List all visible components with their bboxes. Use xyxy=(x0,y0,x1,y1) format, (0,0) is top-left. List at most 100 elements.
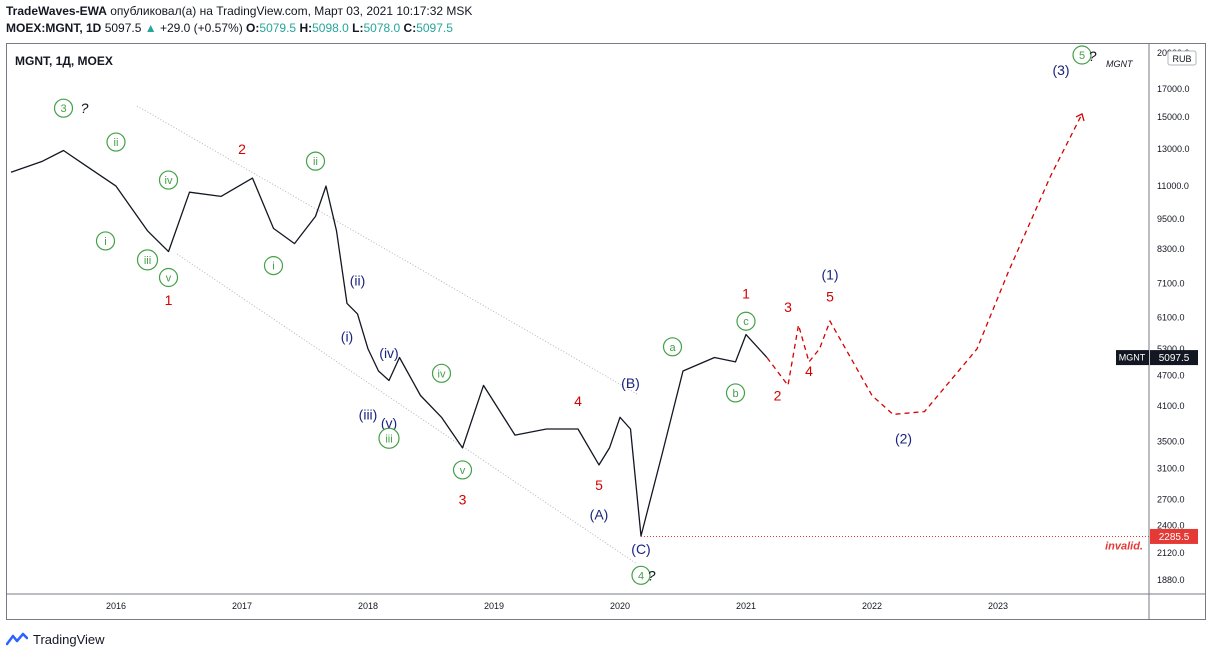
wave-label-text: iii xyxy=(144,255,151,267)
wave-label-text: 2 xyxy=(774,388,782,404)
wave-label-text: (A) xyxy=(590,507,609,523)
high-value: 5098.0 xyxy=(312,21,349,35)
last-price: 5097.5 xyxy=(104,21,142,35)
y-tick-label: 13000.0 xyxy=(1157,144,1190,154)
wave-label: 4 xyxy=(805,363,813,379)
wave-label: ? xyxy=(1089,48,1097,64)
ohlc-legend: MOEX:MGNT, 1D 5097.5 ▲ +29.0 (+0.57%) O:… xyxy=(6,21,453,36)
wave-label: (3) xyxy=(1052,62,1069,78)
wave-label: (ii) xyxy=(350,273,366,289)
wave-label: c xyxy=(736,311,756,331)
x-tick-label: 2021 xyxy=(736,601,756,611)
wave-label: (iii) xyxy=(359,406,378,422)
wave-label: a xyxy=(662,337,683,357)
wave-label-text: 4 xyxy=(574,393,582,409)
wave-label: v xyxy=(452,460,473,480)
wave-label-text: a xyxy=(669,342,676,354)
wave-label-circle xyxy=(305,151,326,171)
wave-label-text: i xyxy=(272,261,274,273)
wave-label: iv xyxy=(158,170,179,190)
wave-label-text: ii xyxy=(313,156,318,168)
wave-label-circle xyxy=(662,337,683,357)
wave-label-text: 1 xyxy=(165,292,173,308)
wave-label-text: (C) xyxy=(631,541,650,557)
wave-label-circle xyxy=(95,231,116,251)
y-tick-label: 11000.0 xyxy=(1157,181,1189,191)
y-tick-label: 8300.0 xyxy=(1157,244,1185,254)
wave-label-text: v xyxy=(460,465,466,477)
x-tick-label: 2016 xyxy=(106,601,126,611)
wave-label-text: iii xyxy=(385,433,392,445)
open-label: O: xyxy=(246,21,260,35)
wave-label-text: 5 xyxy=(1079,50,1085,62)
wave-label-circle xyxy=(263,256,284,276)
wave-label: (v) xyxy=(381,415,397,431)
y-tick-label: 17000.0 xyxy=(1157,84,1190,94)
wave-label-text: 3 xyxy=(784,299,792,315)
wave-label: (iv) xyxy=(379,345,398,361)
wave-label: 1 xyxy=(165,292,173,308)
wave-label-text: (i) xyxy=(341,329,353,345)
close-value: 5097.5 xyxy=(416,21,453,35)
wave-label-text: c xyxy=(743,316,749,328)
wave-label-circle xyxy=(158,267,179,288)
wave-label: 2 xyxy=(774,388,782,404)
chart-area[interactable]: 3? ii iv i iii v 1 2 ii i (ii) (i) (iv) (iii) (v) iii iv… xyxy=(6,43,1206,620)
wave-label-text: i xyxy=(104,236,106,248)
wave-label-circle xyxy=(378,427,400,449)
wave-label: 5 xyxy=(1072,45,1092,65)
wave-label-text: 1 xyxy=(742,285,750,301)
y-tick-label: 3100.0 xyxy=(1157,463,1185,473)
high-label: H: xyxy=(299,21,313,35)
wave-label-text: v xyxy=(166,272,172,284)
open-value: 5079.5 xyxy=(259,21,297,35)
wave-label: 4 xyxy=(574,393,582,409)
wave-label-text: iv xyxy=(438,368,446,380)
y-tick-label: 9500.0 xyxy=(1157,214,1185,224)
wave-label-text: (B) xyxy=(621,375,640,391)
wave-label: v xyxy=(158,267,179,288)
wave-label-circle xyxy=(452,460,473,480)
x-tick-label: 2023 xyxy=(988,601,1008,611)
wave-label: (C) xyxy=(631,541,650,557)
y-tick-label: 2700.0 xyxy=(1157,494,1185,504)
wave-label-circle xyxy=(431,363,452,383)
wave-label: i xyxy=(95,231,116,251)
wave-label: 4 xyxy=(631,565,651,585)
wave-label-text: 3 xyxy=(459,491,467,507)
price-change: +29.0 (+0.57%) xyxy=(159,21,243,35)
publish-info-text: опубликовал(а) на TradingView.com, Март … xyxy=(106,4,473,18)
chart-title: MGNT, 1Д, MOEX xyxy=(15,54,113,68)
footer-brand[interactable]: TradingView xyxy=(33,631,105,647)
wave-label: (A) xyxy=(590,507,609,523)
wave-label-text: ? xyxy=(1089,48,1097,64)
wave-label: 3 xyxy=(784,299,792,315)
wave-label-text: ? xyxy=(81,100,89,116)
author-name[interactable]: TradeWaves-EWA xyxy=(6,4,107,18)
currency-button[interactable]: RUB xyxy=(1167,50,1197,66)
wave-label: 3 xyxy=(459,491,467,507)
projection-arrow xyxy=(1075,113,1085,122)
wave-label-text: (2) xyxy=(895,430,912,446)
close-label: C: xyxy=(403,21,417,35)
wave-label: 2 xyxy=(238,141,246,157)
y-tick-label: 2400.0 xyxy=(1157,521,1185,531)
low-label: L: xyxy=(352,21,364,35)
wave-label: ? xyxy=(648,567,656,583)
wave-label-circle xyxy=(1072,45,1092,65)
wave-label-text: 5 xyxy=(595,477,603,493)
tradingview-logo-icon xyxy=(6,632,28,646)
wave-label: ? xyxy=(81,100,89,116)
price-line xyxy=(10,149,768,537)
wave-label-text: 2 xyxy=(238,141,246,157)
wave-label: (2) xyxy=(895,430,912,446)
y-tick-label: 5300.0 xyxy=(1157,344,1185,354)
wave-label: 1 xyxy=(742,285,750,301)
x-tick-label: 2020 xyxy=(610,601,630,611)
price-chart[interactable]: 3 ?iiiviiiiv12iii(ii)(i)(iv)(iii)(v)iiiiv… xyxy=(7,44,1205,619)
channel-line xyxy=(176,253,638,565)
y-tick-label: 6100.0 xyxy=(1157,313,1185,323)
y-tick-label: 7100.0 xyxy=(1157,279,1185,289)
wave-label: i xyxy=(263,256,284,276)
wave-label: iii xyxy=(136,249,159,271)
